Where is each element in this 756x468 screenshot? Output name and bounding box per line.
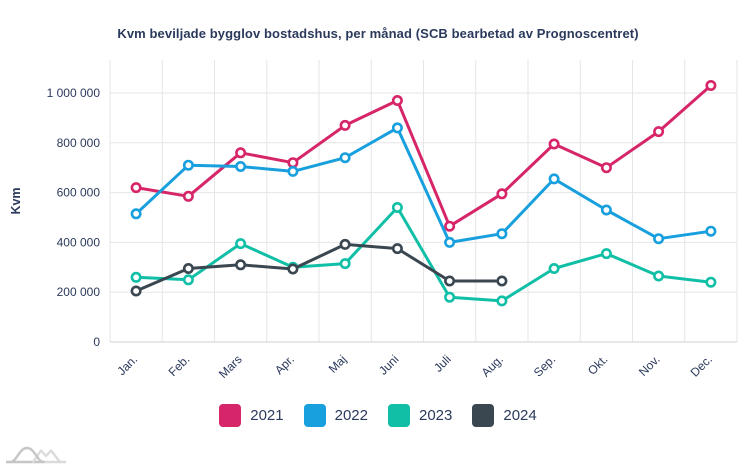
data-point-2023-Juni[interactable] <box>391 202 403 214</box>
data-point-2021-Mars[interactable] <box>235 147 247 159</box>
data-point-2022-Dec.[interactable] <box>705 225 717 237</box>
data-point-2023-Nov.[interactable] <box>653 270 665 282</box>
y-tick-label: 0 <box>93 335 100 349</box>
logo-mountain-icon <box>31 449 62 464</box>
series-line-2024 <box>135 242 502 293</box>
data-point-2022-Aug.[interactable] <box>496 228 508 240</box>
x-tick-label-Aug.: Aug. <box>479 352 506 379</box>
data-point-2021-Aug.[interactable] <box>496 188 508 200</box>
data-point-2024-Feb.[interactable] <box>182 262 194 274</box>
data-point-2021-Feb.[interactable] <box>182 190 194 202</box>
prognoscentret-logo <box>6 446 66 464</box>
data-point-2024-Mars[interactable] <box>235 259 247 271</box>
x-tick-label-Sep.: Sep. <box>531 352 558 379</box>
series-2023 <box>130 202 717 307</box>
logo-hill-icon <box>8 446 46 464</box>
legend-swatch-2022 <box>303 404 326 427</box>
y-tick-label: 600 000 <box>57 186 101 200</box>
data-point-2021-Dec.[interactable] <box>705 80 717 92</box>
data-point-2023-Mars[interactable] <box>235 238 247 250</box>
series-line-2021 <box>135 84 712 228</box>
data-point-2023-Juli[interactable] <box>444 291 456 303</box>
legend-label: 2022 <box>334 407 368 424</box>
data-point-2024-Juli[interactable] <box>444 275 456 287</box>
legend-label: 2021 <box>250 407 284 424</box>
legend-label: 2023 <box>419 407 453 424</box>
data-point-2024-Apr.[interactable] <box>287 263 299 275</box>
legend-item-2021[interactable]: 2021 <box>219 404 284 427</box>
data-point-2023-Maj[interactable] <box>339 258 351 270</box>
y-tick-label: 1 000 000 <box>47 86 101 100</box>
horizontal-gridlines <box>110 92 737 343</box>
x-tick-label-Apr.: Apr. <box>272 352 297 377</box>
data-point-2023-Jan.[interactable] <box>130 271 142 283</box>
data-point-2022-Nov.[interactable] <box>653 233 665 245</box>
legend-label: 2024 <box>503 407 537 424</box>
x-tick-label-Maj: Maj <box>326 352 350 376</box>
chart-title: Kvm beviljade bygglov bostadshus, per må… <box>117 26 639 41</box>
data-point-2022-Okt.[interactable] <box>600 204 612 216</box>
x-tick-label-Dec.: Dec. <box>688 352 715 379</box>
data-point-2022-Jan.[interactable] <box>130 208 142 220</box>
data-point-2022-Maj[interactable] <box>339 152 351 164</box>
data-point-2021-Juni[interactable] <box>391 95 403 107</box>
data-point-2023-Okt.[interactable] <box>600 248 612 260</box>
data-point-2021-Jan.[interactable] <box>130 182 142 194</box>
series-line-2023 <box>136 206 712 303</box>
data-point-2022-Apr.[interactable] <box>287 165 299 177</box>
legend-item-2023[interactable]: 2023 <box>388 404 452 427</box>
legend-swatch-2024 <box>472 404 495 427</box>
data-point-2021-Sep.[interactable] <box>548 138 560 150</box>
x-tick-label-Nov.: Nov. <box>636 352 663 379</box>
data-point-2021-Juli[interactable] <box>444 220 456 232</box>
data-point-2024-Jan.[interactable] <box>130 285 142 297</box>
vertical-gridlines <box>109 60 738 342</box>
data-point-2024-Maj[interactable] <box>339 238 351 250</box>
data-point-2024-Aug.[interactable] <box>496 275 508 287</box>
line-chart: 0 200 000 400 000 600 000 800 000 1 000 000 Ja… <box>47 60 738 381</box>
series-line-2022 <box>135 126 712 244</box>
data-point-2023-Dec.[interactable] <box>705 276 717 288</box>
data-point-2021-Nov.[interactable] <box>653 126 665 138</box>
series-2021 <box>130 80 717 232</box>
x-tick-label-Juli: Juli <box>431 352 454 375</box>
data-point-2023-Sep.[interactable] <box>548 262 560 274</box>
data-point-2022-Sep.[interactable] <box>548 173 560 185</box>
legend-item-2024[interactable]: 2024 <box>472 404 537 427</box>
series-2022 <box>130 122 717 248</box>
x-tick-label-Okt.: Okt. <box>585 352 610 377</box>
data-point-2022-Mars[interactable] <box>235 161 247 173</box>
data-point-2022-Feb.[interactable] <box>182 159 194 171</box>
data-point-2021-Apr.[interactable] <box>287 157 299 169</box>
legend-swatch-2021 <box>219 404 242 427</box>
y-tick-label: 400 000 <box>57 235 101 249</box>
x-tick-label-Mars: Mars <box>216 352 245 381</box>
data-point-2022-Juli[interactable] <box>444 236 456 248</box>
x-axis-tick-labels: Jan. Feb. Mars Apr. Maj Juni Juli Aug. Sep. Okt. N… <box>114 352 715 381</box>
data-point-2021-Okt.[interactable] <box>600 162 612 174</box>
data-point-2022-Juni[interactable] <box>391 122 403 134</box>
data-point-2024-Juni[interactable] <box>391 243 403 255</box>
x-tick-label-Feb.: Feb. <box>166 352 193 379</box>
y-tick-label: 800 000 <box>57 136 101 150</box>
legend: 2021 2022 2023 2024 <box>0 404 756 427</box>
data-point-2023-Aug.[interactable] <box>496 295 508 307</box>
x-tick-label-Juni: Juni <box>376 352 401 377</box>
series-2024 <box>130 238 508 297</box>
legend-swatch-2023 <box>388 404 410 427</box>
y-tick-label: 200 000 <box>57 285 101 299</box>
legend-item-2022[interactable]: 2022 <box>303 404 368 427</box>
y-axis-tick-labels: 0 200 000 400 000 600 000 800 000 1 000 000 <box>47 86 101 349</box>
data-point-2021-Maj[interactable] <box>339 119 351 131</box>
x-tick-label-Jan.: Jan. <box>114 352 140 378</box>
data-point-2023-Feb.[interactable] <box>182 274 194 286</box>
